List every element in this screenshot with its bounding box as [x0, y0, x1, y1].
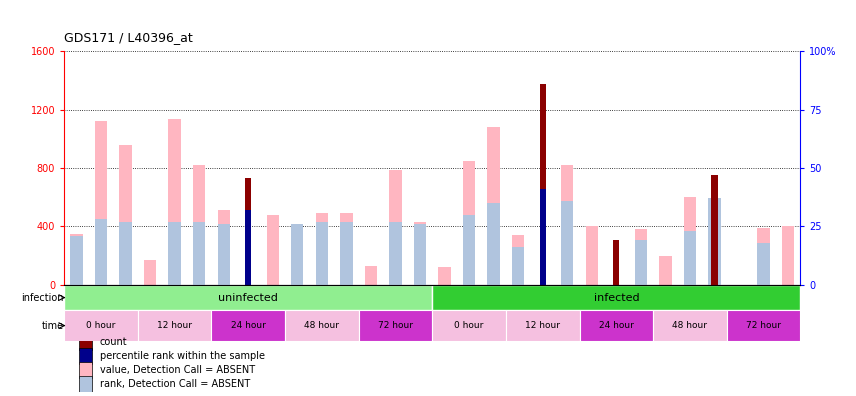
Bar — [245, 178, 252, 285]
Text: 24 hour: 24 hour — [231, 321, 265, 330]
Bar — [359, 310, 432, 341]
Bar — [316, 213, 328, 285]
Text: percentile rank within the sample: percentile rank within the sample — [99, 351, 265, 361]
Bar — [708, 215, 721, 285]
Bar — [487, 127, 500, 285]
Bar — [316, 222, 328, 285]
Bar — [487, 203, 500, 285]
Bar — [561, 165, 574, 285]
Bar — [684, 231, 696, 285]
Bar — [169, 118, 181, 285]
Bar — [211, 310, 285, 341]
Bar — [79, 362, 92, 378]
Bar — [193, 222, 205, 285]
Text: rank, Detection Call = ABSENT: rank, Detection Call = ABSENT — [99, 379, 250, 389]
Bar — [389, 222, 401, 285]
Text: 72 hour: 72 hour — [378, 321, 413, 330]
Bar — [267, 215, 279, 285]
Bar — [119, 222, 132, 285]
Bar — [413, 222, 426, 285]
Bar — [512, 235, 524, 285]
Text: 24 hour: 24 hour — [599, 321, 633, 330]
Bar — [634, 229, 647, 285]
Bar — [217, 210, 229, 285]
Text: 12 hour: 12 hour — [158, 321, 192, 330]
Bar — [438, 267, 450, 285]
Bar — [659, 255, 671, 285]
Bar — [758, 228, 770, 285]
Bar — [539, 189, 546, 285]
Bar — [70, 234, 82, 285]
Bar — [340, 222, 353, 285]
Bar — [285, 310, 359, 341]
Bar — [413, 224, 426, 285]
Bar — [580, 310, 653, 341]
Text: GDS171 / L40396_at: GDS171 / L40396_at — [64, 30, 193, 44]
Bar — [634, 240, 647, 285]
Text: count: count — [99, 337, 128, 347]
Bar — [119, 145, 132, 285]
Bar — [653, 310, 727, 341]
Bar — [586, 227, 597, 285]
Bar — [708, 198, 721, 285]
Text: 48 hour: 48 hour — [305, 321, 339, 330]
Bar — [506, 310, 580, 341]
Text: infected: infected — [593, 293, 639, 303]
Text: 72 hour: 72 hour — [746, 321, 781, 330]
Bar — [432, 285, 800, 310]
Bar — [79, 348, 92, 364]
Text: 0 hour: 0 hour — [86, 321, 116, 330]
Text: value, Detection Call = ABSENT: value, Detection Call = ABSENT — [99, 365, 255, 375]
Text: uninfected: uninfected — [218, 293, 278, 303]
Bar — [561, 201, 574, 285]
Bar — [291, 224, 303, 285]
Bar — [463, 161, 475, 285]
Bar — [291, 260, 303, 285]
Bar — [758, 243, 770, 285]
Bar — [613, 240, 620, 285]
Bar — [138, 310, 211, 341]
Bar — [95, 122, 107, 285]
Bar — [245, 210, 252, 285]
Bar — [684, 197, 696, 285]
Bar — [144, 260, 156, 285]
Bar — [70, 236, 82, 285]
Text: infection: infection — [21, 293, 63, 303]
Bar — [727, 310, 800, 341]
Bar — [389, 169, 401, 285]
Bar — [340, 213, 353, 285]
Bar — [95, 219, 107, 285]
Bar — [193, 165, 205, 285]
Bar — [64, 310, 138, 341]
Bar — [539, 84, 546, 285]
Text: 12 hour: 12 hour — [526, 321, 560, 330]
Bar — [79, 335, 92, 350]
Bar — [782, 227, 794, 285]
Text: 48 hour: 48 hour — [673, 321, 707, 330]
Bar — [217, 224, 229, 285]
Bar — [512, 248, 524, 285]
Bar — [79, 376, 92, 392]
Bar — [365, 266, 377, 285]
Bar — [432, 310, 506, 341]
Bar — [711, 175, 717, 285]
Bar — [463, 215, 475, 285]
Bar — [64, 285, 432, 310]
Bar — [169, 222, 181, 285]
Text: 0 hour: 0 hour — [455, 321, 484, 330]
Text: time: time — [41, 320, 63, 331]
